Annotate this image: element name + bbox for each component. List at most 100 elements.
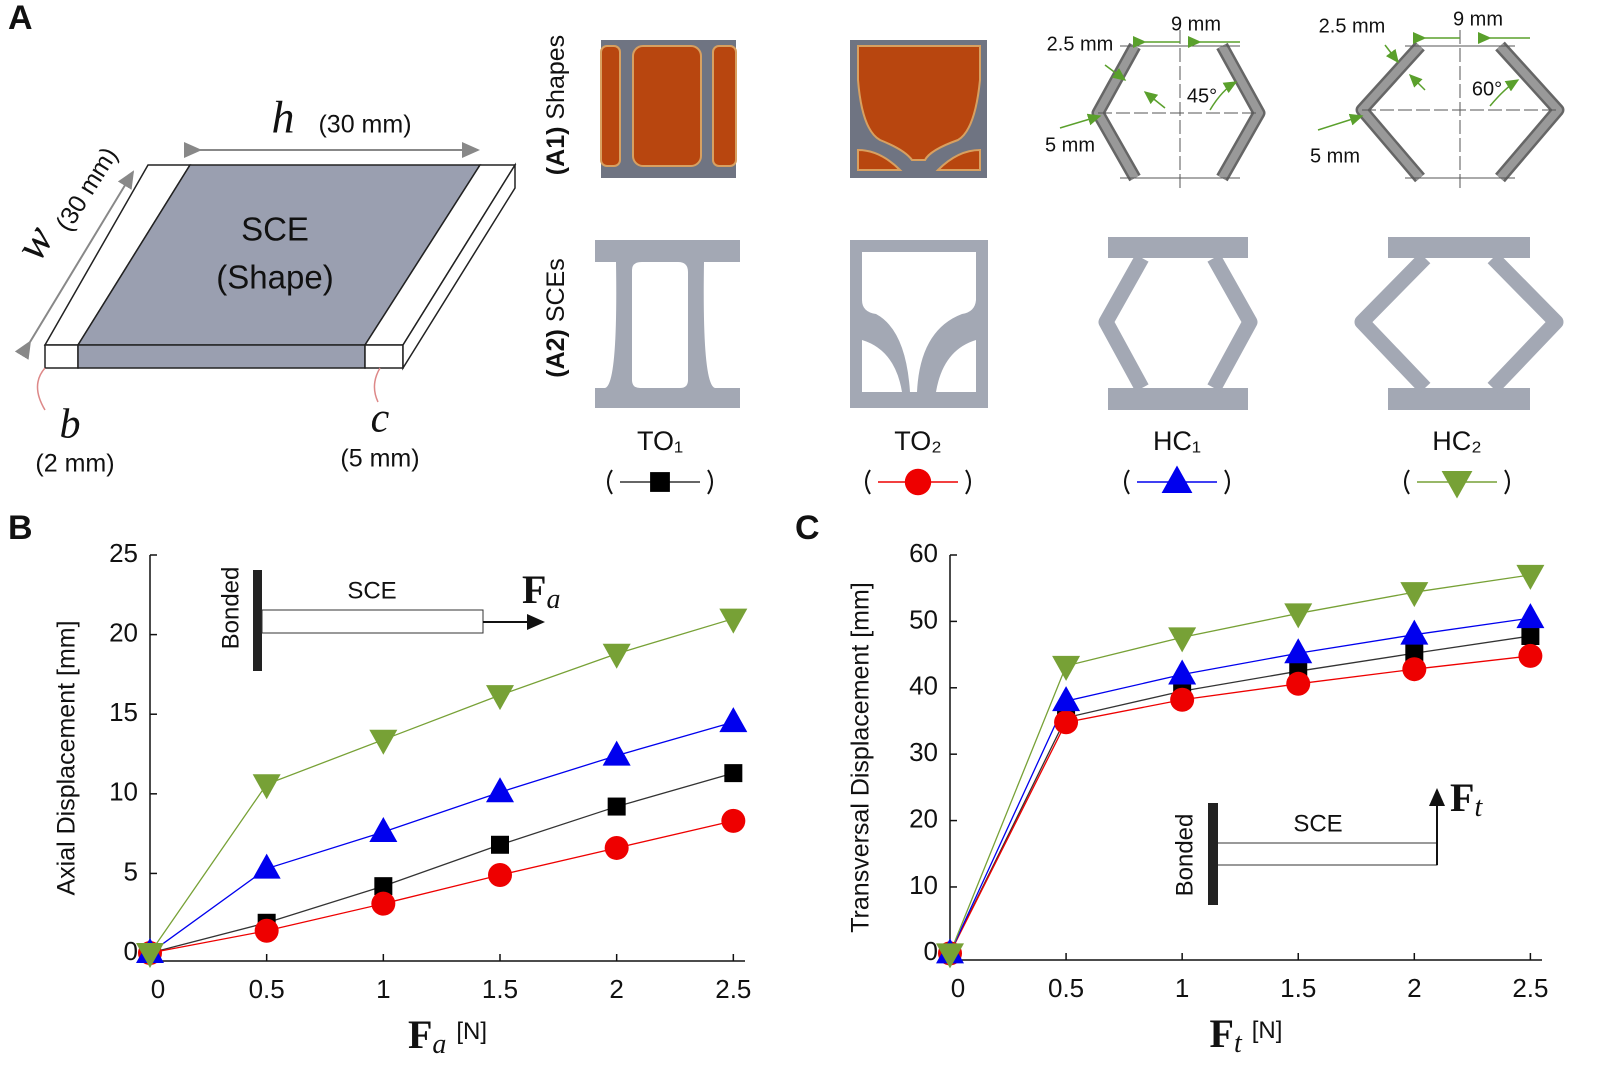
dimension-label: 60° <box>1472 78 1502 100</box>
panel-label: A <box>8 0 33 37</box>
marker-triangle <box>1052 686 1081 712</box>
legend-bracket <box>1504 469 1510 495</box>
x-axis-label: Fa [N] <box>408 1012 487 1060</box>
y-axis-label: Transversal Displacement [mm] <box>847 582 875 933</box>
legend-marker <box>650 472 670 492</box>
row-label: (A2) SCEs <box>542 258 570 377</box>
inset-force-label: Ft <box>1450 775 1483 823</box>
x-axis-label: Ft [N] <box>1210 1011 1283 1059</box>
series-line <box>149 772 734 954</box>
marker-circle <box>371 891 396 916</box>
marker-triangle <box>1516 603 1545 629</box>
y-tick-label: 10 <box>909 870 938 900</box>
x-tick-label: 0 <box>151 974 165 1004</box>
x-tick-label: 0 <box>951 973 965 1003</box>
y-tick-label: 10 <box>109 777 138 807</box>
inset-force-symbol: F <box>1450 775 1474 820</box>
x-tick-label: 2.5 <box>715 974 751 1004</box>
y-tick-label: 15 <box>109 697 138 727</box>
marker-circle <box>1054 710 1079 735</box>
x-tick-label: 1 <box>1175 973 1189 1003</box>
plate-label: SCE <box>241 211 309 248</box>
series-line <box>149 618 734 954</box>
leader-line <box>373 367 381 403</box>
marker-circle <box>1170 687 1195 712</box>
x-label-symbol: F <box>1210 1011 1234 1056</box>
legend-bracket <box>707 469 713 495</box>
marker-circle <box>254 918 279 943</box>
legend-marker <box>904 468 932 496</box>
y-tick-label: 5 <box>124 856 138 886</box>
marker-triangle <box>1052 655 1081 681</box>
sce-designs <box>595 237 1564 410</box>
row-tag: (A2) <box>542 329 570 378</box>
x-tick-label: 2 <box>1407 973 1421 1003</box>
series-line <box>149 721 734 954</box>
marker-triangle <box>136 943 164 969</box>
inset-beam-label: SCE <box>1293 810 1342 837</box>
dimension-label: 5 mm <box>1045 134 1095 156</box>
x-tick-label: 2 <box>609 974 623 1004</box>
panel-label: C <box>795 509 820 547</box>
marker-circle <box>1402 657 1427 682</box>
inset-force-label: Fa <box>522 567 560 615</box>
dimension-label: 2.5 mm <box>1047 33 1114 55</box>
y-tick-label: 50 <box>909 604 938 634</box>
plate-label: (Shape) <box>216 259 333 296</box>
x-label-subscript: a <box>432 1029 446 1060</box>
marker-triangle <box>719 707 748 733</box>
hc2-shape <box>1317 30 1565 190</box>
row-name: Shapes <box>542 35 570 120</box>
y-tick-label: 20 <box>909 803 938 833</box>
dimension-label: 5 mm <box>1310 145 1360 167</box>
row-name: SCEs <box>542 258 570 322</box>
inset-force-symbol: F <box>522 567 546 612</box>
y-axis-label: Axial Displacement [mm] <box>53 620 81 895</box>
legend-bracket <box>965 469 971 495</box>
marker-circle <box>721 808 746 833</box>
dimension-label: 2.5 mm <box>1319 15 1386 37</box>
dimension-label: 9 mm <box>1453 8 1503 30</box>
legend-label: HC₂ <box>1432 426 1481 456</box>
marker-triangle <box>486 777 514 803</box>
x-tick-label: 1 <box>376 974 390 1004</box>
inset-support-label: Bonded <box>217 567 244 650</box>
x-tick-label: 1.5 <box>482 974 518 1004</box>
x-tick-label: 1.5 <box>1280 973 1316 1003</box>
series-line <box>949 574 1531 954</box>
legend-label: TO₁ <box>637 426 683 456</box>
inset-support <box>253 570 262 671</box>
dimension-label: 9 mm <box>1171 13 1221 35</box>
marker-square <box>1405 644 1424 663</box>
dimension-arrow <box>14 170 135 360</box>
inset-beam-label: SCE <box>347 577 396 604</box>
y-tick-label: 60 <box>909 538 938 568</box>
marker-triangle <box>252 853 281 879</box>
to1-shape <box>600 40 737 178</box>
legend-bracket <box>865 469 871 495</box>
y-tick-label: 30 <box>909 737 938 767</box>
series-line <box>949 655 1531 954</box>
marker-triangle <box>369 729 398 755</box>
y-tick-label: 20 <box>109 617 138 647</box>
x-label-symbol: F <box>408 1012 432 1057</box>
marker-circle <box>604 835 629 860</box>
hc1-shape <box>1059 30 1266 190</box>
y-tick-label: 40 <box>909 671 938 701</box>
inset-beam <box>1218 842 1438 866</box>
marker-triangle <box>1400 582 1429 608</box>
series-line <box>949 635 1531 954</box>
legend-label: HC₁ <box>1153 426 1201 456</box>
legend-bracket <box>1404 469 1410 495</box>
row-label: (A1) Shapes <box>542 35 570 175</box>
y-tick-label: 25 <box>109 538 138 568</box>
marker-triangle <box>936 943 964 969</box>
marker-triangle <box>1400 619 1429 645</box>
inset-support <box>1208 803 1218 905</box>
marker-square <box>607 797 626 816</box>
series-line <box>949 617 1531 954</box>
plate <box>43 162 517 371</box>
dimension-symbol: h <box>272 92 295 143</box>
dimension-symbol: c <box>371 396 390 442</box>
